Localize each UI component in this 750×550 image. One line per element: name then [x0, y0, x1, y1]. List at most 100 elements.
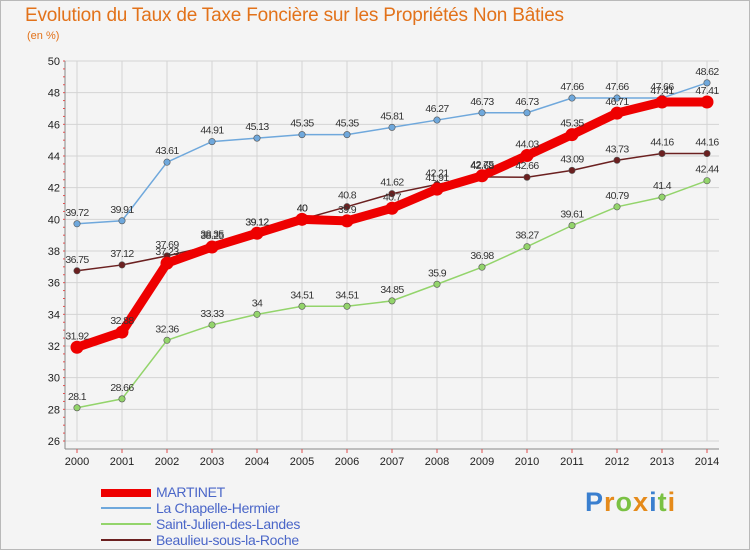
series-point-saint-julien-des-landes — [433, 280, 441, 288]
data-label: 43.61 — [155, 145, 179, 157]
y-minor-tick — [63, 60, 65, 62]
y-minor-tick — [63, 345, 65, 347]
series-point-la-chapelle-hermier — [703, 79, 711, 87]
chart-title: Evolution du Taux de Taxe Foncière sur l… — [25, 5, 564, 26]
series-point-beaulieu-sous-la-roche — [73, 267, 81, 275]
logo-letter: x — [633, 487, 650, 517]
data-label: 45.35 — [560, 118, 584, 130]
series-point-martinet — [565, 128, 579, 142]
series-point-martinet — [70, 340, 84, 354]
series-point-la-chapelle-hermier — [118, 217, 126, 225]
series-point-la-chapelle-hermier — [163, 158, 171, 166]
data-label: 44.91 — [200, 125, 224, 137]
x-tick-label: 2007 — [380, 456, 404, 468]
series-point-beaulieu-sous-la-roche — [343, 203, 351, 211]
y-minor-tick — [63, 234, 65, 236]
y-tick-label: 32 — [48, 341, 60, 353]
data-label: 39.12 — [245, 216, 269, 228]
chart-series — [70, 79, 714, 412]
series-point-martinet — [520, 149, 534, 163]
series-point-saint-julien-des-landes — [208, 321, 216, 329]
legend-label: Saint-Julien-des-Landes — [156, 516, 301, 532]
data-label: 45.35 — [290, 118, 314, 130]
series-point-martinet — [160, 256, 174, 270]
y-tick-label: 38 — [48, 246, 60, 258]
data-label: 34.51 — [290, 289, 314, 301]
series-point-la-chapelle-hermier — [613, 94, 621, 102]
y-minor-tick — [63, 408, 65, 410]
x-tick-label: 2005 — [290, 456, 314, 468]
y-minor-tick — [63, 210, 65, 212]
x-tick-label: 2011 — [560, 456, 584, 468]
data-label: 43.09 — [560, 153, 584, 165]
series-point-saint-julien-des-landes — [343, 302, 351, 310]
data-label: 33.33 — [200, 308, 224, 320]
y-minor-tick — [63, 416, 65, 418]
data-label: 35.9 — [428, 267, 447, 279]
y-minor-tick — [63, 305, 65, 307]
y-minor-tick — [63, 147, 65, 149]
chart-data-labels: 31.92 32.88 37.23 38.25 39.12 40 39.9 40.7 41.91… — [65, 66, 720, 403]
data-label: 43.73 — [605, 143, 629, 155]
y-minor-tick — [63, 361, 65, 363]
series-point-saint-julien-des-landes — [523, 243, 531, 251]
series-point-martinet — [610, 106, 624, 120]
data-label: 37.23 — [155, 246, 179, 258]
y-tick-label: 34 — [48, 309, 60, 321]
y-minor-tick — [63, 440, 65, 442]
data-label: 34.85 — [380, 284, 404, 296]
data-label: 46.73 — [515, 96, 539, 108]
data-label: 34 — [252, 297, 263, 309]
legend-label: MARTINET — [156, 484, 225, 500]
chart-axes: 26 28 30 32 34 36 38 40 42 44 46 48 50 2000 2001 2002 20… — [48, 56, 719, 468]
series-point-martinet — [475, 169, 489, 183]
y-minor-tick — [63, 313, 65, 315]
series-point-saint-julien-des-landes — [298, 302, 306, 310]
series-point-martinet — [205, 240, 219, 254]
series-point-martinet — [655, 95, 669, 109]
data-label: 47.66 — [650, 81, 674, 93]
data-label: 47.41 — [695, 85, 719, 97]
series-point-la-chapelle-hermier — [253, 134, 261, 142]
y-minor-tick — [63, 393, 65, 394]
y-minor-tick — [63, 274, 65, 276]
x-tick-label: 2010 — [515, 456, 539, 468]
data-label: 37.12 — [110, 248, 134, 260]
y-minor-tick — [63, 76, 65, 78]
series-point-saint-julien-des-landes — [118, 395, 126, 403]
y-minor-tick — [63, 84, 65, 86]
y-minor-tick — [63, 123, 65, 125]
data-label: 32.88 — [110, 315, 134, 327]
y-minor-tick — [63, 432, 65, 434]
data-label: 39.61 — [560, 209, 584, 221]
y-minor-tick — [63, 139, 65, 141]
y-tick-label: 26 — [48, 436, 60, 448]
series-point-martinet — [430, 182, 444, 196]
logo-letter: i — [667, 487, 677, 517]
data-label: 45.81 — [380, 110, 404, 122]
y-minor-tick — [63, 68, 65, 70]
x-tick-label: 2004 — [245, 456, 269, 468]
series-point-beaulieu-sous-la-roche — [523, 173, 531, 181]
data-label: 39.91 — [110, 204, 134, 216]
series-point-saint-julien-des-landes — [478, 263, 486, 271]
data-label: 28.1 — [68, 391, 87, 403]
data-label: 47.41 — [650, 85, 674, 97]
y-minor-tick — [63, 298, 65, 299]
series-point-la-chapelle-hermier — [73, 220, 81, 228]
y-tick-label: 46 — [48, 119, 60, 131]
data-label: 45.35 — [335, 118, 359, 130]
y-tick-label: 48 — [48, 88, 60, 100]
data-label: 42.44 — [695, 164, 719, 176]
data-label: 31.92 — [65, 330, 89, 342]
x-tick-label: 2000 — [65, 456, 89, 468]
logo-letter: o — [615, 487, 634, 517]
logo-letter: r — [604, 487, 616, 517]
y-minor-tick — [63, 218, 65, 220]
data-label: 38.27 — [515, 230, 539, 242]
data-label: 36.75 — [65, 254, 89, 266]
data-label: 44.03 — [515, 139, 539, 151]
series-point-la-chapelle-hermier — [523, 109, 531, 117]
